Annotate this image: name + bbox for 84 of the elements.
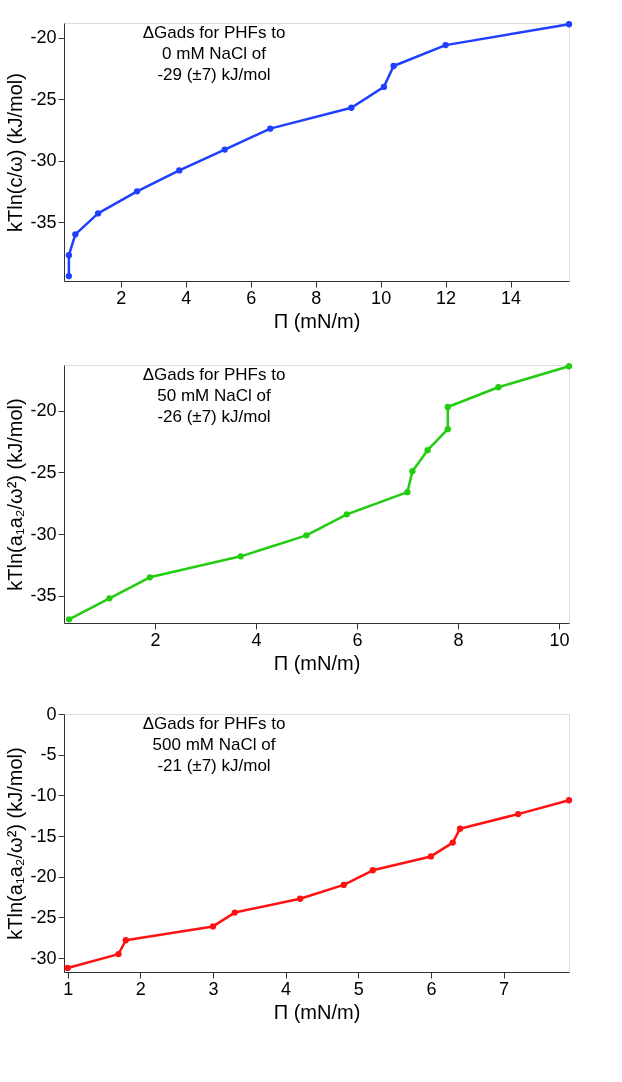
point	[65, 616, 73, 623]
annotation: ΔGads for PHFs to 50 mM NaCl of -26 (±7) kJ/mol	[142, 365, 286, 426]
y-tick-label: -15	[30, 825, 57, 846]
point	[94, 210, 102, 217]
annotation: ΔGads for PHFs to 500 mM NaCl of -21 (±7) kJ/mol	[142, 714, 286, 775]
x-tick-label: 2	[135, 978, 146, 999]
y-tick-label: 0	[46, 703, 57, 724]
point	[369, 867, 376, 874]
point	[115, 950, 122, 958]
point	[565, 21, 573, 28]
y-tick-label: -25	[30, 88, 57, 109]
point	[122, 937, 129, 944]
x-tick-label: 5	[353, 978, 364, 999]
point	[444, 403, 451, 411]
x-tick-label: 4	[251, 629, 262, 650]
point	[444, 426, 451, 433]
y-axis-title: kTln(c/ω) (kJ/mol)	[4, 73, 27, 232]
point	[65, 252, 73, 259]
point	[146, 574, 154, 581]
point	[72, 231, 79, 238]
point	[565, 363, 573, 370]
point	[424, 447, 431, 454]
x-tick-label: 6	[352, 629, 363, 650]
x-axis-title: Π (mN/m)	[273, 309, 361, 332]
y-tick-label: -30	[30, 947, 57, 968]
point	[442, 41, 449, 49]
line-series	[65, 363, 573, 623]
annotation: ΔGads for PHFs to 0 mM NaCl of -29 (±7) kJ/mol	[142, 23, 286, 84]
line-series	[65, 21, 573, 280]
x-tick-label: 6	[426, 978, 437, 999]
point	[340, 881, 347, 889]
x-tick-label: 7	[499, 978, 510, 999]
y-tick-label: -20	[30, 866, 57, 887]
x-tick-label: 2	[150, 629, 161, 650]
point	[495, 384, 502, 391]
y-tick-label: -30	[30, 523, 57, 544]
point	[380, 83, 388, 91]
point	[449, 839, 456, 846]
point	[456, 825, 464, 832]
point	[404, 488, 411, 496]
x-tick-label: 2	[116, 287, 127, 308]
y-tick-label: -25	[30, 461, 57, 482]
point	[106, 595, 113, 602]
x-tick-label: 1	[63, 978, 74, 999]
x-axis-title: Π (mN/m)	[273, 651, 361, 674]
y-tick-label: -25	[30, 906, 57, 927]
x-tick-label: 14	[501, 287, 522, 308]
point	[427, 853, 435, 860]
x-tick-label: 8	[453, 629, 464, 650]
point	[296, 895, 304, 902]
x-axis-title: Π (mN/m)	[273, 1000, 361, 1023]
point	[209, 923, 217, 930]
x-tick-label: 8	[311, 287, 322, 308]
point	[565, 797, 573, 804]
point	[267, 125, 274, 132]
y-axis-title: kTln(a₁a₂/ω²) (kJ/mol)	[4, 398, 27, 591]
point	[237, 553, 244, 560]
x-tick-label: 10	[371, 287, 392, 308]
x-tick-label: 4	[281, 978, 292, 999]
point	[348, 104, 355, 111]
y-tick-label: -5	[40, 744, 57, 765]
x-tick-label: 12	[436, 287, 457, 308]
y-tick-label: -10	[30, 784, 57, 805]
y-tick-label: -20	[30, 400, 57, 421]
y-tick-label: -20	[30, 27, 57, 48]
y-tick-label: -30	[30, 150, 57, 171]
y-tick-label: -35	[30, 211, 57, 232]
x-tick-label: 3	[208, 978, 219, 999]
point	[231, 909, 238, 916]
point	[64, 964, 71, 972]
point	[176, 167, 183, 174]
point	[390, 62, 397, 70]
point	[514, 810, 522, 818]
point	[343, 511, 350, 518]
y-axis-title: kTln(a₁a₂/ω²) (kJ/mol)	[4, 747, 27, 940]
x-tick-label: 6	[246, 287, 257, 308]
y-tick-label: -35	[30, 585, 57, 606]
x-tick-label: 4	[181, 287, 192, 308]
point	[409, 468, 416, 475]
point	[133, 188, 141, 195]
point	[221, 146, 228, 153]
point	[303, 532, 310, 539]
x-tick-label: 10	[549, 629, 570, 650]
point	[65, 272, 73, 280]
